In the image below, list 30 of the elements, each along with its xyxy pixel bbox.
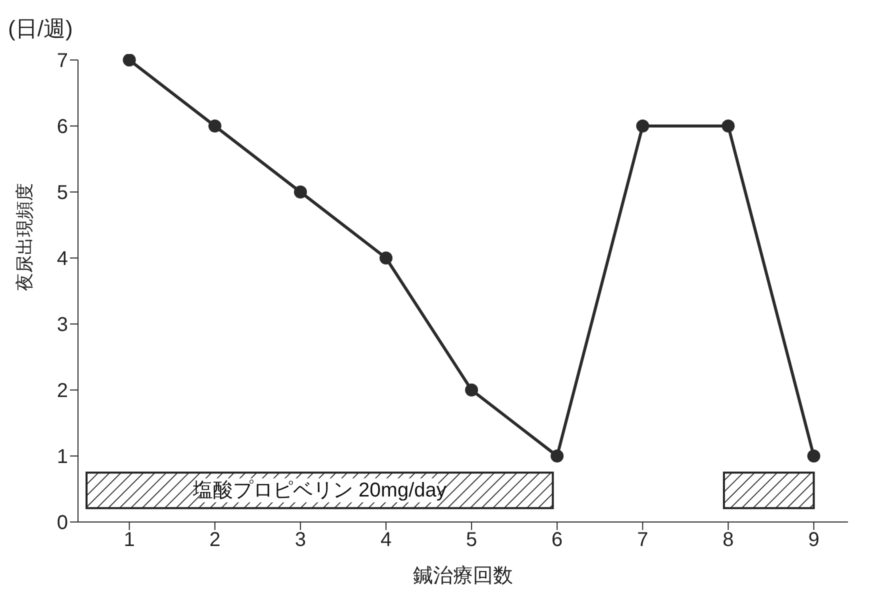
x-tick-label: 7 (637, 529, 648, 552)
point (550, 450, 564, 462)
x-tick-label: 8 (722, 529, 734, 552)
point (208, 120, 222, 132)
y-tick-label: 5 (56, 182, 68, 204)
x-tick-label: 6 (552, 529, 563, 552)
point (122, 54, 136, 66)
y-tick-label: 2 (56, 380, 68, 402)
y-tick-label: 0 (56, 512, 68, 534)
y-tick-label: 7 (56, 50, 68, 72)
x-tick-label: 5 (466, 529, 478, 552)
y-tick-label: 6 (56, 116, 68, 138)
point (294, 186, 307, 198)
point (636, 120, 650, 132)
y-tick-label: 1 (56, 446, 68, 468)
x-tick-label: 1 (124, 529, 135, 552)
point (465, 384, 478, 396)
band-label: 塩酸プロピベリン 20mg/day (192, 479, 446, 502)
y-tick-label: 4 (56, 248, 68, 270)
x-tick-label: 9 (808, 529, 820, 552)
text: (日/週) (8, 15, 73, 43)
x-tick-label: 3 (294, 529, 306, 552)
x-tick-label: 4 (380, 529, 392, 552)
y-axis-title: 夜尿出現頻度 (14, 183, 34, 291)
point (380, 252, 392, 264)
x-tick-label: 2 (209, 529, 220, 552)
y-tick-label: 3 (56, 314, 68, 336)
point (807, 450, 820, 462)
x-axis-title: 鍼治療回数 (413, 565, 513, 587)
point (722, 120, 735, 132)
